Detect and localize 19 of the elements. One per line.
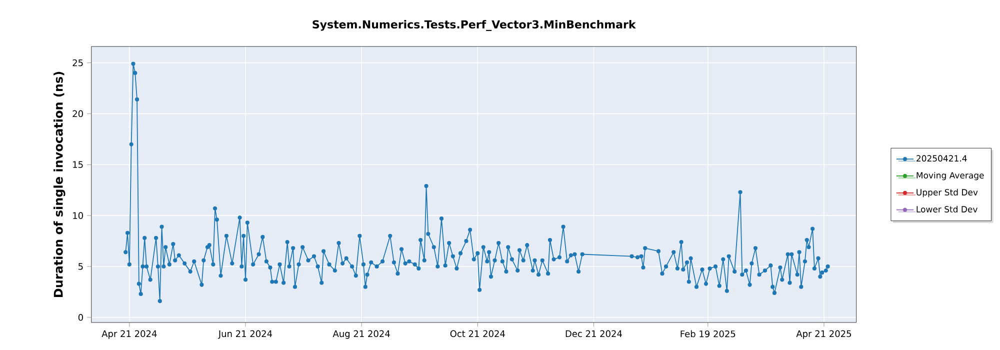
x-tick-label: Apr 21 2025 bbox=[796, 330, 852, 339]
y-axis-title: Duration of single invocation (ns) bbox=[54, 72, 66, 297]
x-tick-label: Dec 21 2024 bbox=[566, 330, 622, 338]
x-tick-label: Jun 21 2024 bbox=[218, 330, 272, 339]
x-tick-label: Oct 21 2024 bbox=[450, 330, 505, 338]
legend-label: Upper Std Dev bbox=[916, 188, 978, 198]
chart-title: System.Numerics.Tests.Perf_Vector3.MinBenchmark bbox=[312, 20, 636, 31]
y-tick-label: 0 bbox=[78, 314, 83, 321]
legend-label: Moving Average bbox=[916, 172, 984, 180]
y-tick-label: 5 bbox=[78, 263, 83, 270]
x-tick-label: Feb 19 2025 bbox=[680, 330, 736, 338]
legend-label: 20250421.4 bbox=[916, 155, 967, 162]
legend-label: Lower Std Dev bbox=[916, 206, 978, 212]
y-tick-label: 20 bbox=[72, 110, 83, 118]
y-tick-label: 25 bbox=[72, 59, 83, 66]
y-tick-label: 15 bbox=[73, 161, 83, 168]
x-tick-label: Apr 21 2024 bbox=[102, 330, 157, 339]
y-tick-label: 10 bbox=[73, 212, 83, 219]
x-tick-label: Aug 21 2024 bbox=[332, 330, 390, 339]
